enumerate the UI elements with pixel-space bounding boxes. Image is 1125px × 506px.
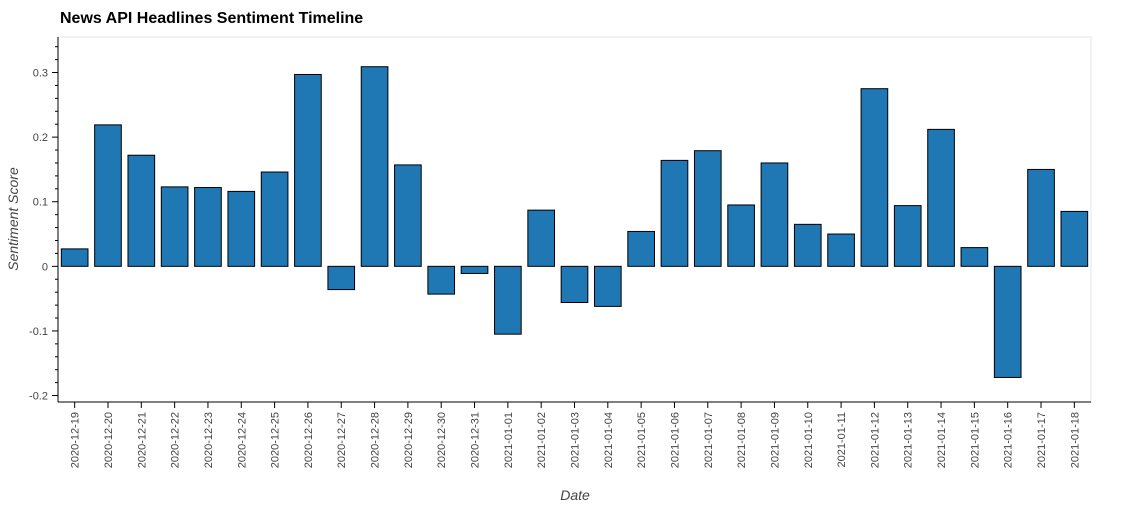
x-tick-label: 2021-01-17 [1036, 412, 1048, 468]
x-tick-label: 2020-12-19 [70, 412, 82, 468]
x-tick-label: 2021-01-08 [736, 412, 748, 468]
x-tick-label: 2021-01-11 [836, 412, 848, 467]
bar-2020-12-25 [260, 171, 289, 267]
bar-2020-12-27 [327, 265, 356, 291]
x-tick-label: 2020-12-31 [470, 412, 482, 468]
y-tick-label: 0.1 [33, 197, 48, 209]
bar-2021-01-03 [560, 265, 589, 304]
bar-2020-12-24 [227, 190, 256, 267]
x-tick-label: 2020-12-28 [370, 412, 382, 468]
bar-2021-01-12 [860, 88, 889, 267]
x-tick-label: 2020-12-29 [403, 412, 415, 468]
x-tick-label: 2020-12-20 [103, 412, 115, 468]
bar-2021-01-13 [893, 205, 922, 267]
bar-2021-01-11 [827, 233, 855, 267]
x-tick-label: 2021-01-05 [636, 412, 648, 468]
x-tick-label: 2020-12-24 [236, 412, 248, 468]
bar-2021-01-06 [660, 159, 689, 267]
y-tick-label: 0.2 [33, 132, 48, 144]
chart-title: News API Headlines Sentiment Timeline [60, 10, 364, 27]
x-tick-label: 2021-01-01 [503, 412, 515, 468]
bar-2021-01-18 [1060, 210, 1089, 267]
bar-2021-01-14 [927, 128, 955, 267]
x-tick-label: 2021-01-15 [969, 412, 981, 468]
bar-2021-01-17 [1027, 168, 1055, 267]
x-tick-label: 2021-01-14 [936, 412, 948, 468]
x-tick-label: 2020-12-30 [436, 412, 448, 468]
x-axis: 2020-12-19 2020-12-20 2020-12-21 2020-12-22… [58, 401, 1091, 468]
y-tick-label: -0.2 [29, 391, 48, 403]
bar-2020-12-21 [127, 154, 156, 267]
bar-2021-01-10 [793, 223, 822, 267]
x-tick-label: 2021-01-10 [803, 412, 815, 468]
bar-2020-12-26 [294, 73, 322, 267]
bar-2020-12-19 [60, 248, 89, 267]
x-tick-label: 2021-01-13 [903, 412, 915, 468]
bar-2020-12-22 [160, 186, 189, 267]
bar-2021-01-04 [593, 265, 622, 307]
x-tick-label: 2021-01-04 [603, 412, 615, 468]
y-tick-label: -0.1 [29, 326, 48, 338]
bar-2020-12-31 [460, 265, 489, 274]
x-tick-label: 2020-12-23 [203, 412, 215, 468]
x-tick-label: 2021-01-03 [570, 412, 582, 468]
x-axis-label: Date [560, 487, 590, 503]
x-tick-label: 2021-01-16 [1003, 412, 1015, 468]
bar-2021-01-16 [993, 265, 1022, 378]
bar-2020-12-20 [94, 124, 122, 267]
y-tick-label: 0 [42, 261, 48, 273]
x-tick-label: 2020-12-21 [136, 412, 148, 468]
bar-2021-01-01 [494, 265, 522, 335]
x-tick-label: 2021-01-12 [869, 412, 881, 468]
x-tick-label: 2021-01-06 [669, 412, 681, 468]
bar-2021-01-09 [760, 162, 789, 267]
y-axis: -0.2 -0.1 0 0.1 0.2 0.3 [29, 37, 59, 403]
bar-2021-01-08 [727, 204, 755, 267]
bar-2021-01-15 [960, 247, 989, 267]
bar-2020-12-28 [360, 66, 389, 267]
bar-2020-12-23 [194, 187, 222, 267]
x-tick-label: 2021-01-18 [1069, 412, 1081, 468]
x-tick-label: 2021-01-07 [703, 412, 715, 468]
y-axis-label: Sentiment Score [5, 167, 21, 271]
x-tick-label: 2020-12-27 [336, 412, 348, 468]
y-tick-label: 0.3 [33, 68, 48, 80]
x-tick-label: 2020-12-22 [170, 412, 182, 468]
bar-2021-01-07 [693, 150, 722, 267]
bars-group [60, 66, 1089, 378]
bar-2021-01-05 [627, 230, 655, 267]
x-tick-label: 2021-01-02 [536, 412, 548, 468]
x-tick-label: 2020-12-26 [303, 412, 315, 468]
x-tick-label: 2021-01-09 [769, 412, 781, 468]
bar-2021-01-02 [527, 209, 556, 267]
x-tick-label: 2020-12-25 [270, 412, 282, 468]
bar-2020-12-30 [427, 265, 456, 295]
bar-2020-12-29 [394, 164, 422, 267]
